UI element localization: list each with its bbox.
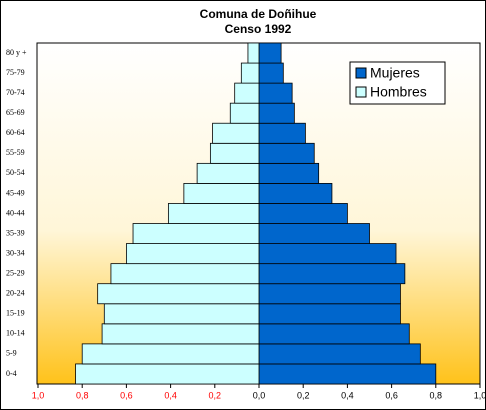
bar — [167, 203, 260, 224]
bar — [229, 102, 260, 124]
bar — [258, 243, 397, 265]
legend-label: Mujeres — [370, 65, 420, 81]
y-tick-label: 35-39 — [6, 228, 25, 237]
y-tick-label: 30-34 — [6, 248, 25, 257]
bar — [240, 62, 260, 84]
bar — [258, 62, 284, 84]
y-tick-label: 75-79 — [6, 68, 25, 77]
bar — [132, 223, 260, 244]
bar — [258, 363, 437, 385]
y-tick-label: 20-24 — [6, 289, 25, 298]
y-tick-label: 50-54 — [6, 168, 25, 177]
bar — [258, 283, 401, 305]
bar — [101, 323, 260, 345]
bar — [258, 162, 320, 184]
bar — [234, 82, 260, 104]
y-tick-label: 45-49 — [6, 188, 25, 197]
bar — [103, 303, 260, 325]
x-tick-label: 0,4 — [341, 390, 354, 400]
bar — [258, 183, 333, 204]
x-tick-label: 0,8 — [430, 390, 443, 400]
bar — [183, 183, 260, 204]
y-tick-label: 40-44 — [6, 208, 25, 217]
bar — [126, 243, 260, 265]
y-tick-label: 65-69 — [6, 108, 25, 117]
x-tick-label: 0,2 — [209, 390, 222, 400]
legend-swatch — [355, 67, 367, 79]
bar — [258, 42, 282, 64]
bar — [97, 283, 260, 305]
x-tick-label: 0,6 — [120, 390, 133, 400]
x-tick-label: 0,8 — [76, 390, 89, 400]
bar — [196, 162, 260, 184]
y-tick-label: 15-19 — [6, 309, 25, 318]
bar — [258, 203, 348, 224]
y-tick-label: 80 y + — [6, 48, 27, 57]
bar — [110, 263, 260, 285]
bar — [258, 303, 401, 325]
legend-swatch — [355, 86, 367, 98]
y-tick-label: 25-29 — [6, 269, 25, 278]
bar — [75, 363, 260, 385]
y-tick-label: 70-74 — [6, 88, 25, 97]
bar — [258, 142, 315, 164]
y-tick-label: 60-64 — [6, 128, 25, 137]
bar — [212, 122, 260, 144]
bar — [258, 223, 370, 244]
legend-label: Hombres — [370, 84, 427, 100]
chart-subtitle: Censo 1992 — [225, 22, 292, 36]
x-tick-label: 0,4 — [164, 390, 177, 400]
y-tick-label: 55-59 — [6, 148, 25, 157]
bar — [247, 42, 260, 64]
x-tick-label: 1,0 — [474, 390, 486, 400]
bar — [258, 122, 306, 144]
bar — [81, 343, 260, 365]
bar — [258, 343, 421, 365]
x-tick-label: 0,0 — [253, 390, 266, 400]
y-tick-label: 10-14 — [6, 329, 25, 338]
bar — [258, 102, 295, 124]
chart-title: Comuna de Doñihue — [200, 7, 317, 21]
bar — [258, 82, 293, 104]
bar — [209, 142, 260, 164]
y-tick-label: 5-9 — [6, 349, 17, 358]
y-tick-label: 0-4 — [6, 369, 17, 378]
bar — [258, 263, 406, 285]
x-tick-label: 1,0 — [32, 390, 45, 400]
bar — [258, 323, 410, 345]
x-tick-label: 0,2 — [297, 390, 310, 400]
x-tick-label: 0,6 — [385, 390, 398, 400]
